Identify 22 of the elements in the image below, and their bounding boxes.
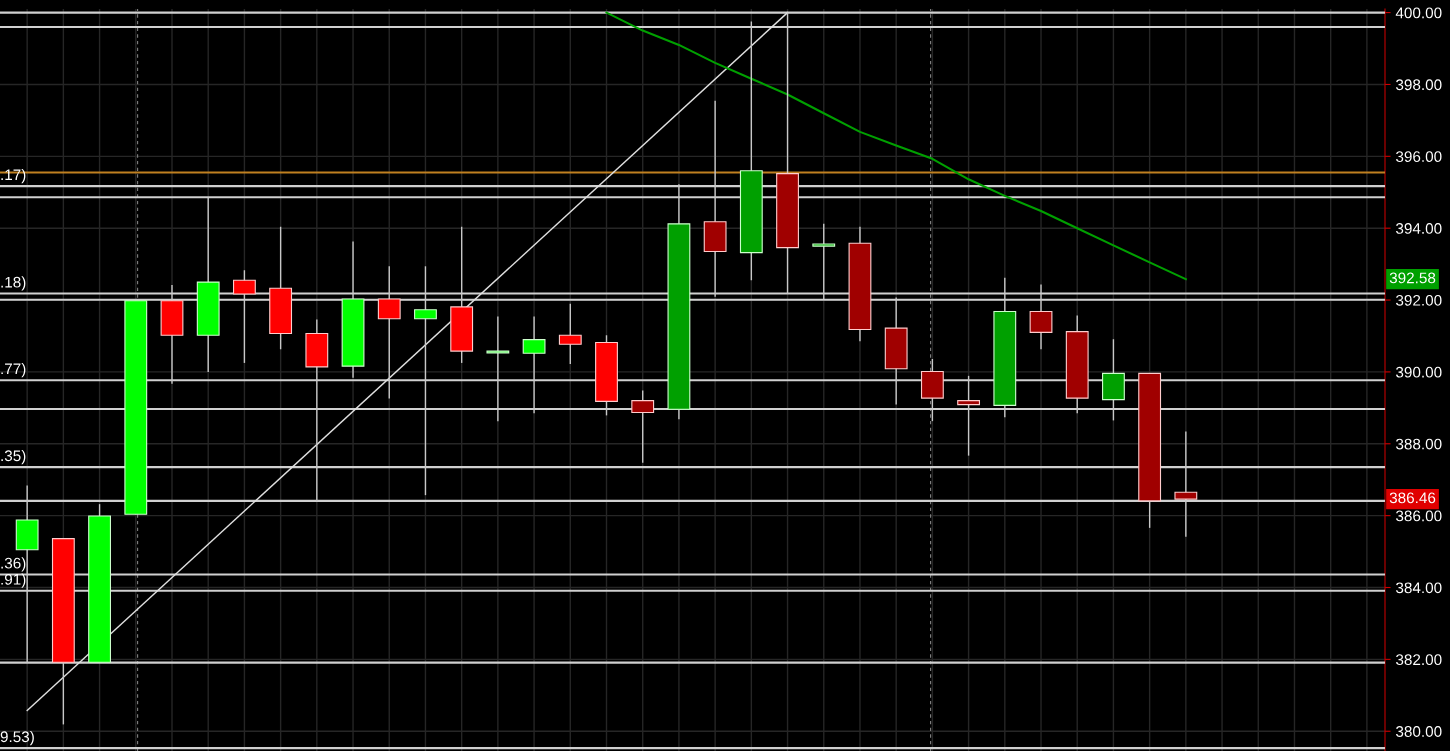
y-tick-label: 384.00 [1396,582,1442,594]
y-tick-label: 380.00 [1396,726,1442,737]
y-tick-label: 392.00 [1396,294,1442,306]
y-tick-label: 396.00 [1396,151,1442,163]
y-tick-label: 390.00 [1396,366,1442,378]
y-tick-label: 386.00 [1396,510,1442,522]
line-series [605,11,1187,281]
annotation: .91) [1,573,26,588]
annotation: .36) [1,557,26,572]
y-tick-label: 394.00 [1396,223,1442,234]
y-tick-label: 398.00 [1396,79,1442,91]
y-tick-label: 382.00 [1396,654,1442,666]
annotation: .77) [1,362,26,378]
candlestick [558,302,582,365]
text: 392.58 [1389,272,1436,284]
annotation: .18) [1,276,26,291]
y-tick-label: 388.00 [1396,438,1442,450]
y-tick-label: 400.00 [1395,7,1442,19]
annotation: .35) [1,449,26,465]
annotation: .17) [1,168,26,184]
text: 386.46 [1389,492,1436,504]
annotation: 9.53) [0,730,34,746]
